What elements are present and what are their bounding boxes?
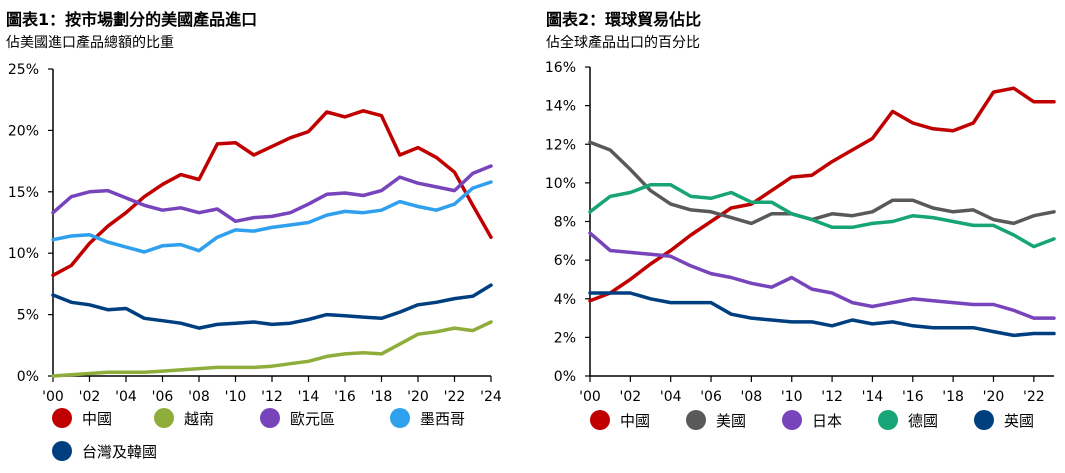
chart-title: 圖表1：按市場劃分的美國產品進口 (6, 10, 258, 29)
x-tick-label: '06 (152, 389, 174, 405)
y-tick-label: 25% (8, 62, 39, 78)
y-tick-label: 2% (554, 330, 576, 346)
x-tick-label: '00 (579, 389, 601, 405)
legend-label: 德國 (908, 412, 938, 430)
legend-swatch (782, 410, 802, 430)
y-tick-label: 0% (554, 369, 576, 385)
y-tick-label: 16% (545, 60, 576, 76)
x-tick-label: '22 (1023, 389, 1045, 405)
x-tick-label: '04 (115, 389, 137, 405)
x-tick-label: '18 (371, 389, 393, 405)
chart-subtitle: 佔美國進口產品總額的比重 (6, 35, 174, 51)
legend-swatch (260, 408, 280, 428)
series-line-2 (588, 140, 1056, 226)
y-tick-label: 10% (545, 176, 576, 192)
series-line-3 (51, 164, 493, 224)
legend-label: 台灣及韓國 (82, 443, 157, 461)
x-tick-label: '04 (660, 389, 682, 405)
x-tick-label: '18 (942, 389, 964, 405)
x-tick-label: '16 (902, 389, 924, 405)
y-tick-label: 6% (554, 253, 576, 269)
x-tick-label: '12 (821, 389, 843, 405)
x-tick-label: '12 (261, 389, 283, 405)
legend-label: 墨西哥 (420, 410, 465, 428)
y-tick-label: 10% (8, 246, 39, 262)
x-tick-label: '14 (298, 389, 320, 405)
y-tick-label: 5% (17, 308, 39, 324)
line-chart-us-imports: 0% 5% 10% 15% 20% 25% '00 '02 '04 '06 '08 '10 '12 '14… (8, 62, 502, 461)
legend-swatch (390, 408, 410, 428)
y-tick-label: 4% (554, 292, 576, 308)
series-line-2 (51, 320, 493, 378)
y-tick-label: 0% (17, 369, 39, 385)
x-tick-label: '10 (781, 389, 803, 405)
x-tick-label: '22 (444, 389, 466, 405)
legend-label: 中國 (620, 412, 650, 430)
legend-swatch (154, 408, 174, 428)
legend-label: 英國 (1004, 412, 1034, 430)
series-line-1 (51, 109, 493, 278)
x-tick-label: '00 (42, 389, 64, 405)
chart-panel-global-trade: 圖表2：環球貿易佔比 佔全球產品出口的百分比 0% 2% 4% 6% 8% 10% 12% 1… (538, 0, 1065, 473)
legend-label: 美國 (716, 412, 746, 430)
x-tick-label: '24 (480, 389, 502, 405)
x-tick-label: '20 (407, 389, 429, 405)
series-line-5 (588, 291, 1056, 338)
x-tick-label: '08 (741, 389, 763, 405)
x-tick-label: '02 (79, 389, 101, 405)
x-tick-label: '20 (983, 389, 1005, 405)
x-tick-label: '10 (225, 389, 247, 405)
chart-subtitle: 佔全球產品出口的百分比 (546, 35, 700, 51)
legend-label: 中國 (82, 410, 112, 428)
legend-label: 歐元區 (290, 410, 335, 428)
y-tick-label: 14% (545, 99, 576, 115)
chart-panel-us-imports: 圖表1：按市場劃分的美國產品進口 佔美國進口產品總額的比重 0% 5% 10% 15%… (0, 0, 520, 473)
y-tick-label: 12% (545, 137, 576, 153)
series-line-3 (588, 231, 1056, 320)
legend-label: 日本 (812, 412, 842, 430)
series-line-4 (588, 183, 1056, 249)
legend-swatch (52, 408, 72, 428)
y-tick-label: 15% (8, 185, 39, 201)
series-line-4 (51, 180, 493, 254)
chart-title: 圖表2：環球貿易佔比 (546, 10, 702, 29)
legend-swatch (590, 410, 610, 430)
legend-swatch (52, 441, 72, 461)
legend-swatch (878, 410, 898, 430)
x-tick-label: '08 (188, 389, 210, 405)
x-tick-label: '16 (334, 389, 356, 405)
y-tick-label: 20% (8, 123, 39, 139)
series-line-1 (588, 86, 1056, 303)
line-chart-global-trade: 0% 2% 4% 6% 8% 10% 12% 14% 16% '00 '02 '04 '06 '08 '10… (545, 60, 1056, 430)
x-tick-label: '02 (620, 389, 642, 405)
legend-label: 越南 (184, 410, 214, 428)
series-line-5 (51, 283, 493, 330)
y-tick-label: 8% (554, 215, 576, 231)
x-tick-label: '14 (862, 389, 884, 405)
legend-swatch (686, 410, 706, 430)
x-tick-label: '06 (700, 389, 722, 405)
legend-swatch (974, 410, 994, 430)
